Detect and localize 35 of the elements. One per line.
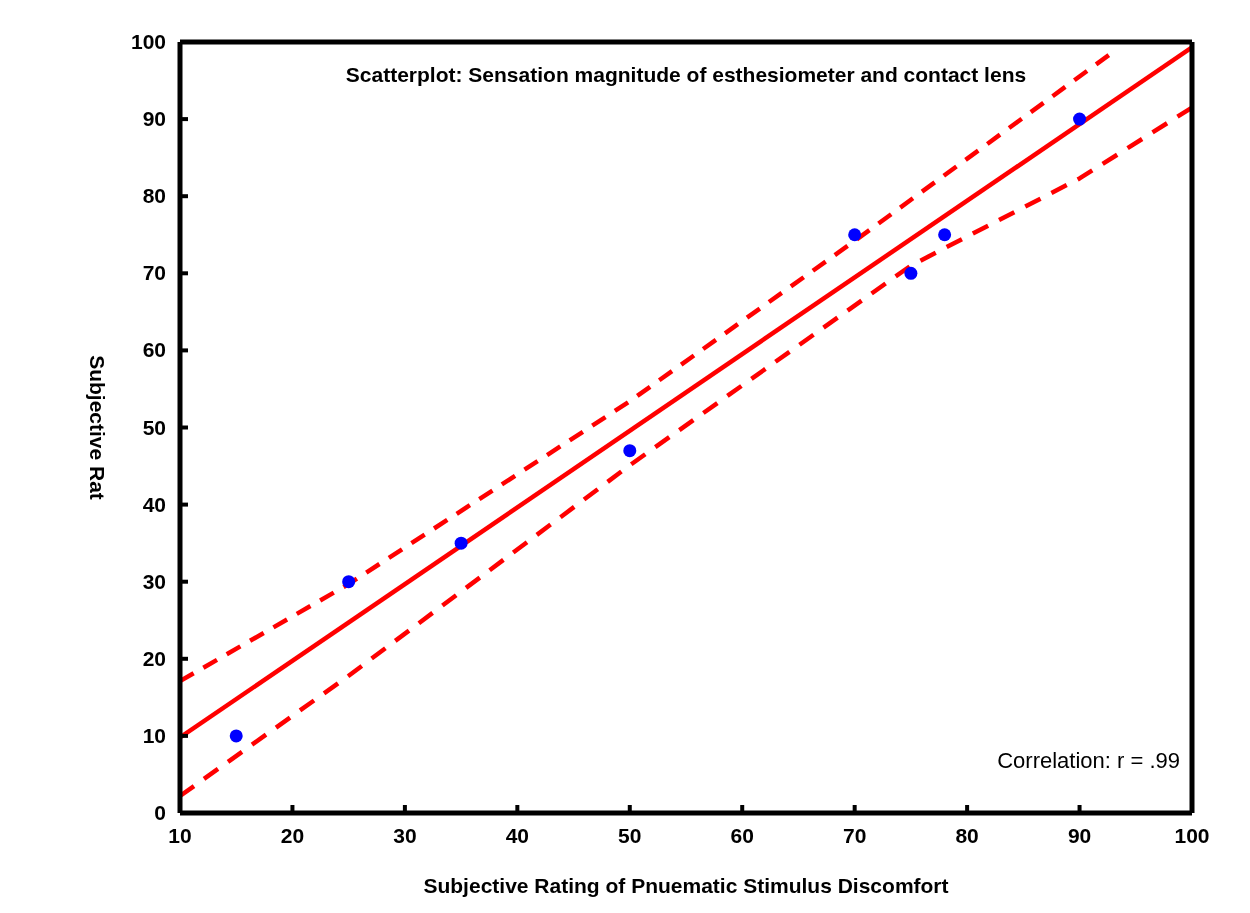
- point: [229, 729, 243, 743]
- x-axis-title: Subjective Rating of Pnuematic Stimulus Discomfort: [423, 874, 949, 897]
- text: Scatterplot: Sensation magnitude of esthesiometer and contact lens: [345, 63, 1027, 86]
- point: [848, 228, 862, 242]
- x-tick-label: 70: [842, 824, 867, 847]
- annotation: Correlation: r = .99: [997, 748, 1180, 773]
- y-tick-label: 90: [142, 107, 166, 131]
- y-axis-title: Subjective Rat: [86, 355, 109, 500]
- line-series: [180, 52, 1112, 684]
- y-tick-label: 20: [142, 646, 166, 670]
- point: [623, 444, 637, 458]
- x-tick-label: 10: [168, 824, 192, 847]
- x-tick-label: 30: [393, 824, 417, 847]
- y-tick-label: 60: [142, 338, 166, 362]
- point: [342, 575, 356, 589]
- y-tick-label: 30: [142, 569, 166, 593]
- point: [904, 266, 918, 280]
- x-tick-label: 20: [280, 824, 305, 847]
- y-tick-label: 50: [142, 415, 166, 439]
- point: [938, 228, 952, 242]
- point: [1073, 112, 1087, 126]
- x-tick-label: 40: [505, 824, 530, 847]
- y-tick-label: 100: [130, 30, 166, 53]
- y-tick-label: 40: [142, 492, 166, 516]
- y-tick-label: 0: [154, 801, 166, 824]
- y-tick-label: 80: [142, 184, 166, 208]
- y-tick-label: 70: [142, 261, 166, 285]
- x-tick-label: 80: [955, 824, 979, 847]
- x-tick-label: 50: [618, 824, 642, 847]
- y-tick-label: 10: [142, 723, 166, 747]
- x-tick-label: 90: [1067, 824, 1092, 847]
- line-series: [180, 105, 1192, 799]
- x-tick-label: 100: [1174, 824, 1210, 847]
- point: [454, 536, 468, 550]
- x-tick-label: 60: [730, 824, 754, 847]
